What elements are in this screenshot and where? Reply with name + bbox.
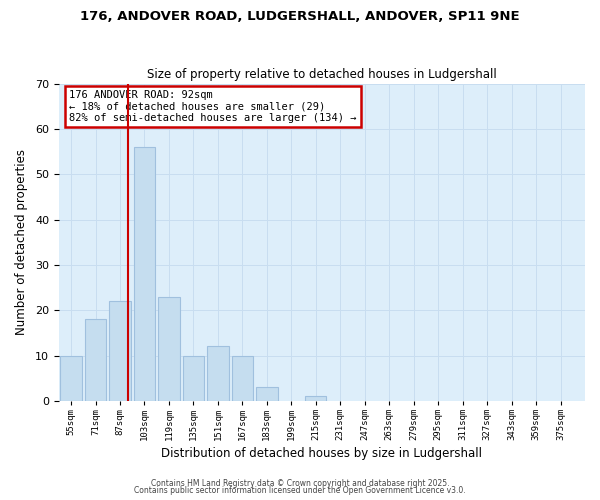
Bar [61, 356, 82, 401]
Bar [305, 396, 326, 401]
Bar [85, 320, 106, 401]
Text: 176, ANDOVER ROAD, LUDGERSHALL, ANDOVER, SP11 9NE: 176, ANDOVER ROAD, LUDGERSHALL, ANDOVER,… [80, 10, 520, 23]
Bar [182, 356, 204, 401]
Title: Size of property relative to detached houses in Ludgershall: Size of property relative to detached ho… [147, 68, 497, 81]
Text: Contains public sector information licensed under the Open Government Licence v3: Contains public sector information licen… [134, 486, 466, 495]
Text: 176 ANDOVER ROAD: 92sqm
← 18% of detached houses are smaller (29)
82% of semi-de: 176 ANDOVER ROAD: 92sqm ← 18% of detache… [70, 90, 357, 123]
Bar [232, 356, 253, 401]
Y-axis label: Number of detached properties: Number of detached properties [15, 149, 28, 335]
X-axis label: Distribution of detached houses by size in Ludgershall: Distribution of detached houses by size … [161, 447, 482, 460]
Bar [109, 301, 131, 401]
Bar [256, 388, 278, 401]
Bar [134, 147, 155, 401]
Text: Contains HM Land Registry data © Crown copyright and database right 2025.: Contains HM Land Registry data © Crown c… [151, 478, 449, 488]
Bar [158, 296, 179, 401]
Bar [207, 346, 229, 401]
